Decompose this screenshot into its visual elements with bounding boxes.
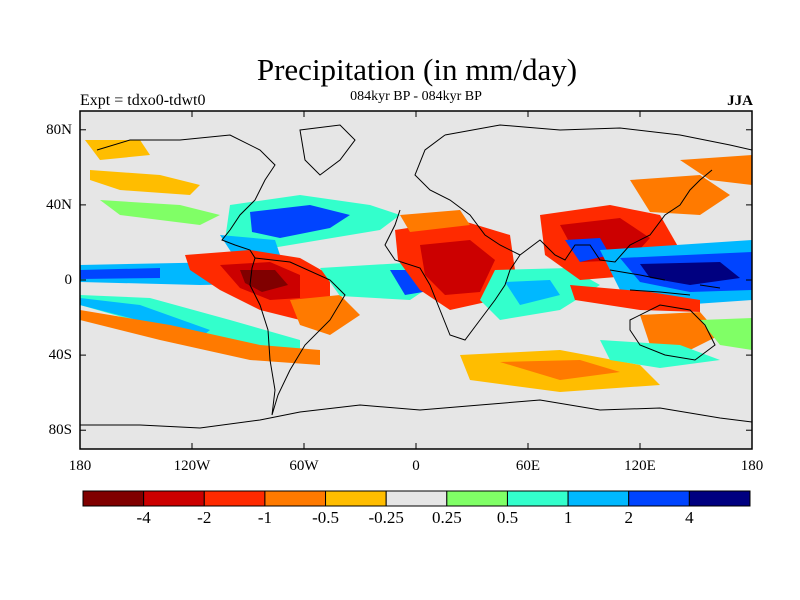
north-pacific-dry [90, 170, 200, 195]
lat-tick-label: 40S [48, 347, 72, 364]
bay-of-bengal-wet [565, 238, 610, 262]
lon-tick-label: 60W [289, 458, 319, 474]
south-atlantic-dry [290, 295, 360, 335]
lon-tick-label: 180 [68, 458, 92, 474]
west-pacific-wet-core [640, 262, 740, 285]
north-atlantic-wet-core [250, 205, 350, 238]
subtitle: 084kyr BP - 084kyr BP [350, 89, 482, 104]
south-pacific-dry-band [80, 310, 320, 365]
colorbar-label: -0.25 [368, 508, 404, 527]
south-america-dry-core [240, 270, 288, 292]
colorbar-swatch [446, 490, 508, 507]
colorbar-swatch [82, 490, 145, 507]
colorbar-label: -2 [197, 508, 212, 527]
colorbar-label: 4 [685, 508, 694, 527]
colorbar-swatch [385, 490, 448, 507]
coastline-south-america [249, 257, 346, 416]
map-plot-area [80, 111, 752, 449]
north-pacific-wet [100, 200, 220, 225]
south-of-equator-dry-band [570, 285, 700, 312]
coastline-antarctica [80, 399, 752, 429]
coastline-maritime-continent [609, 269, 721, 296]
colorbar-swatch [143, 490, 205, 507]
lat-tick-label: 0 [64, 272, 73, 288]
southern-indian-ocean-dry-core [500, 360, 620, 380]
east-asia-dry [630, 175, 730, 215]
colorbar-label: -4 [136, 508, 151, 527]
lon-tick-label: 0 [412, 458, 420, 474]
coastline-north-america [96, 134, 276, 259]
colorbar-label: 1 [563, 508, 573, 527]
australia-wet-south [600, 340, 720, 368]
lon-tick-label: 60E [515, 458, 541, 474]
australia-dry [640, 312, 720, 350]
east-pacific-equatorial-core [80, 268, 160, 279]
lon-tick-label: 120W [173, 458, 211, 474]
coastlines [80, 124, 752, 429]
colorbar-label: -0.5 [312, 508, 339, 527]
indian-ocean-wet-core [505, 280, 560, 305]
colorbar-swatch [628, 490, 690, 507]
lat-tick-label: 80S [48, 422, 72, 439]
colorbar-label: -1 [257, 508, 272, 527]
colorbar-swatch [567, 490, 630, 507]
page-title: Precipitation (in mm/day) [256, 52, 578, 87]
colorbar-label: 0.5 [496, 508, 519, 527]
lon-tick-label: 120E [624, 458, 656, 474]
colorbar-swatch [264, 490, 327, 507]
lon-tick-label: 180 [740, 458, 764, 474]
lat-tick-label: 40N [46, 196, 72, 213]
southwest-pacific-wet [700, 318, 752, 350]
colorbar-swatch [203, 490, 266, 507]
coastline-europe-africa [384, 134, 521, 341]
coastline-australia [629, 304, 716, 361]
experiment-label: Expt = tdxo0-tdwt0 [80, 92, 206, 109]
north-pacific-west-dry [680, 155, 752, 185]
axis-ticks [79, 111, 753, 449]
arctic-dry-patch [85, 140, 150, 160]
colorbar-label: 2 [624, 508, 633, 527]
colorbar-swatch [506, 490, 569, 507]
coastline-greenland [299, 124, 356, 176]
colorbar-swatch [688, 490, 751, 507]
season-label: JJA [727, 93, 753, 109]
colorbar-swatch [325, 490, 387, 507]
lat-tick-label: 80N [46, 121, 72, 138]
coastline-eurasia [444, 124, 752, 263]
north-africa-dry [400, 210, 470, 232]
central-africa-dry-core [420, 240, 495, 295]
colorbar-label: 0.25 [431, 508, 462, 527]
colorbar [82, 490, 751, 507]
